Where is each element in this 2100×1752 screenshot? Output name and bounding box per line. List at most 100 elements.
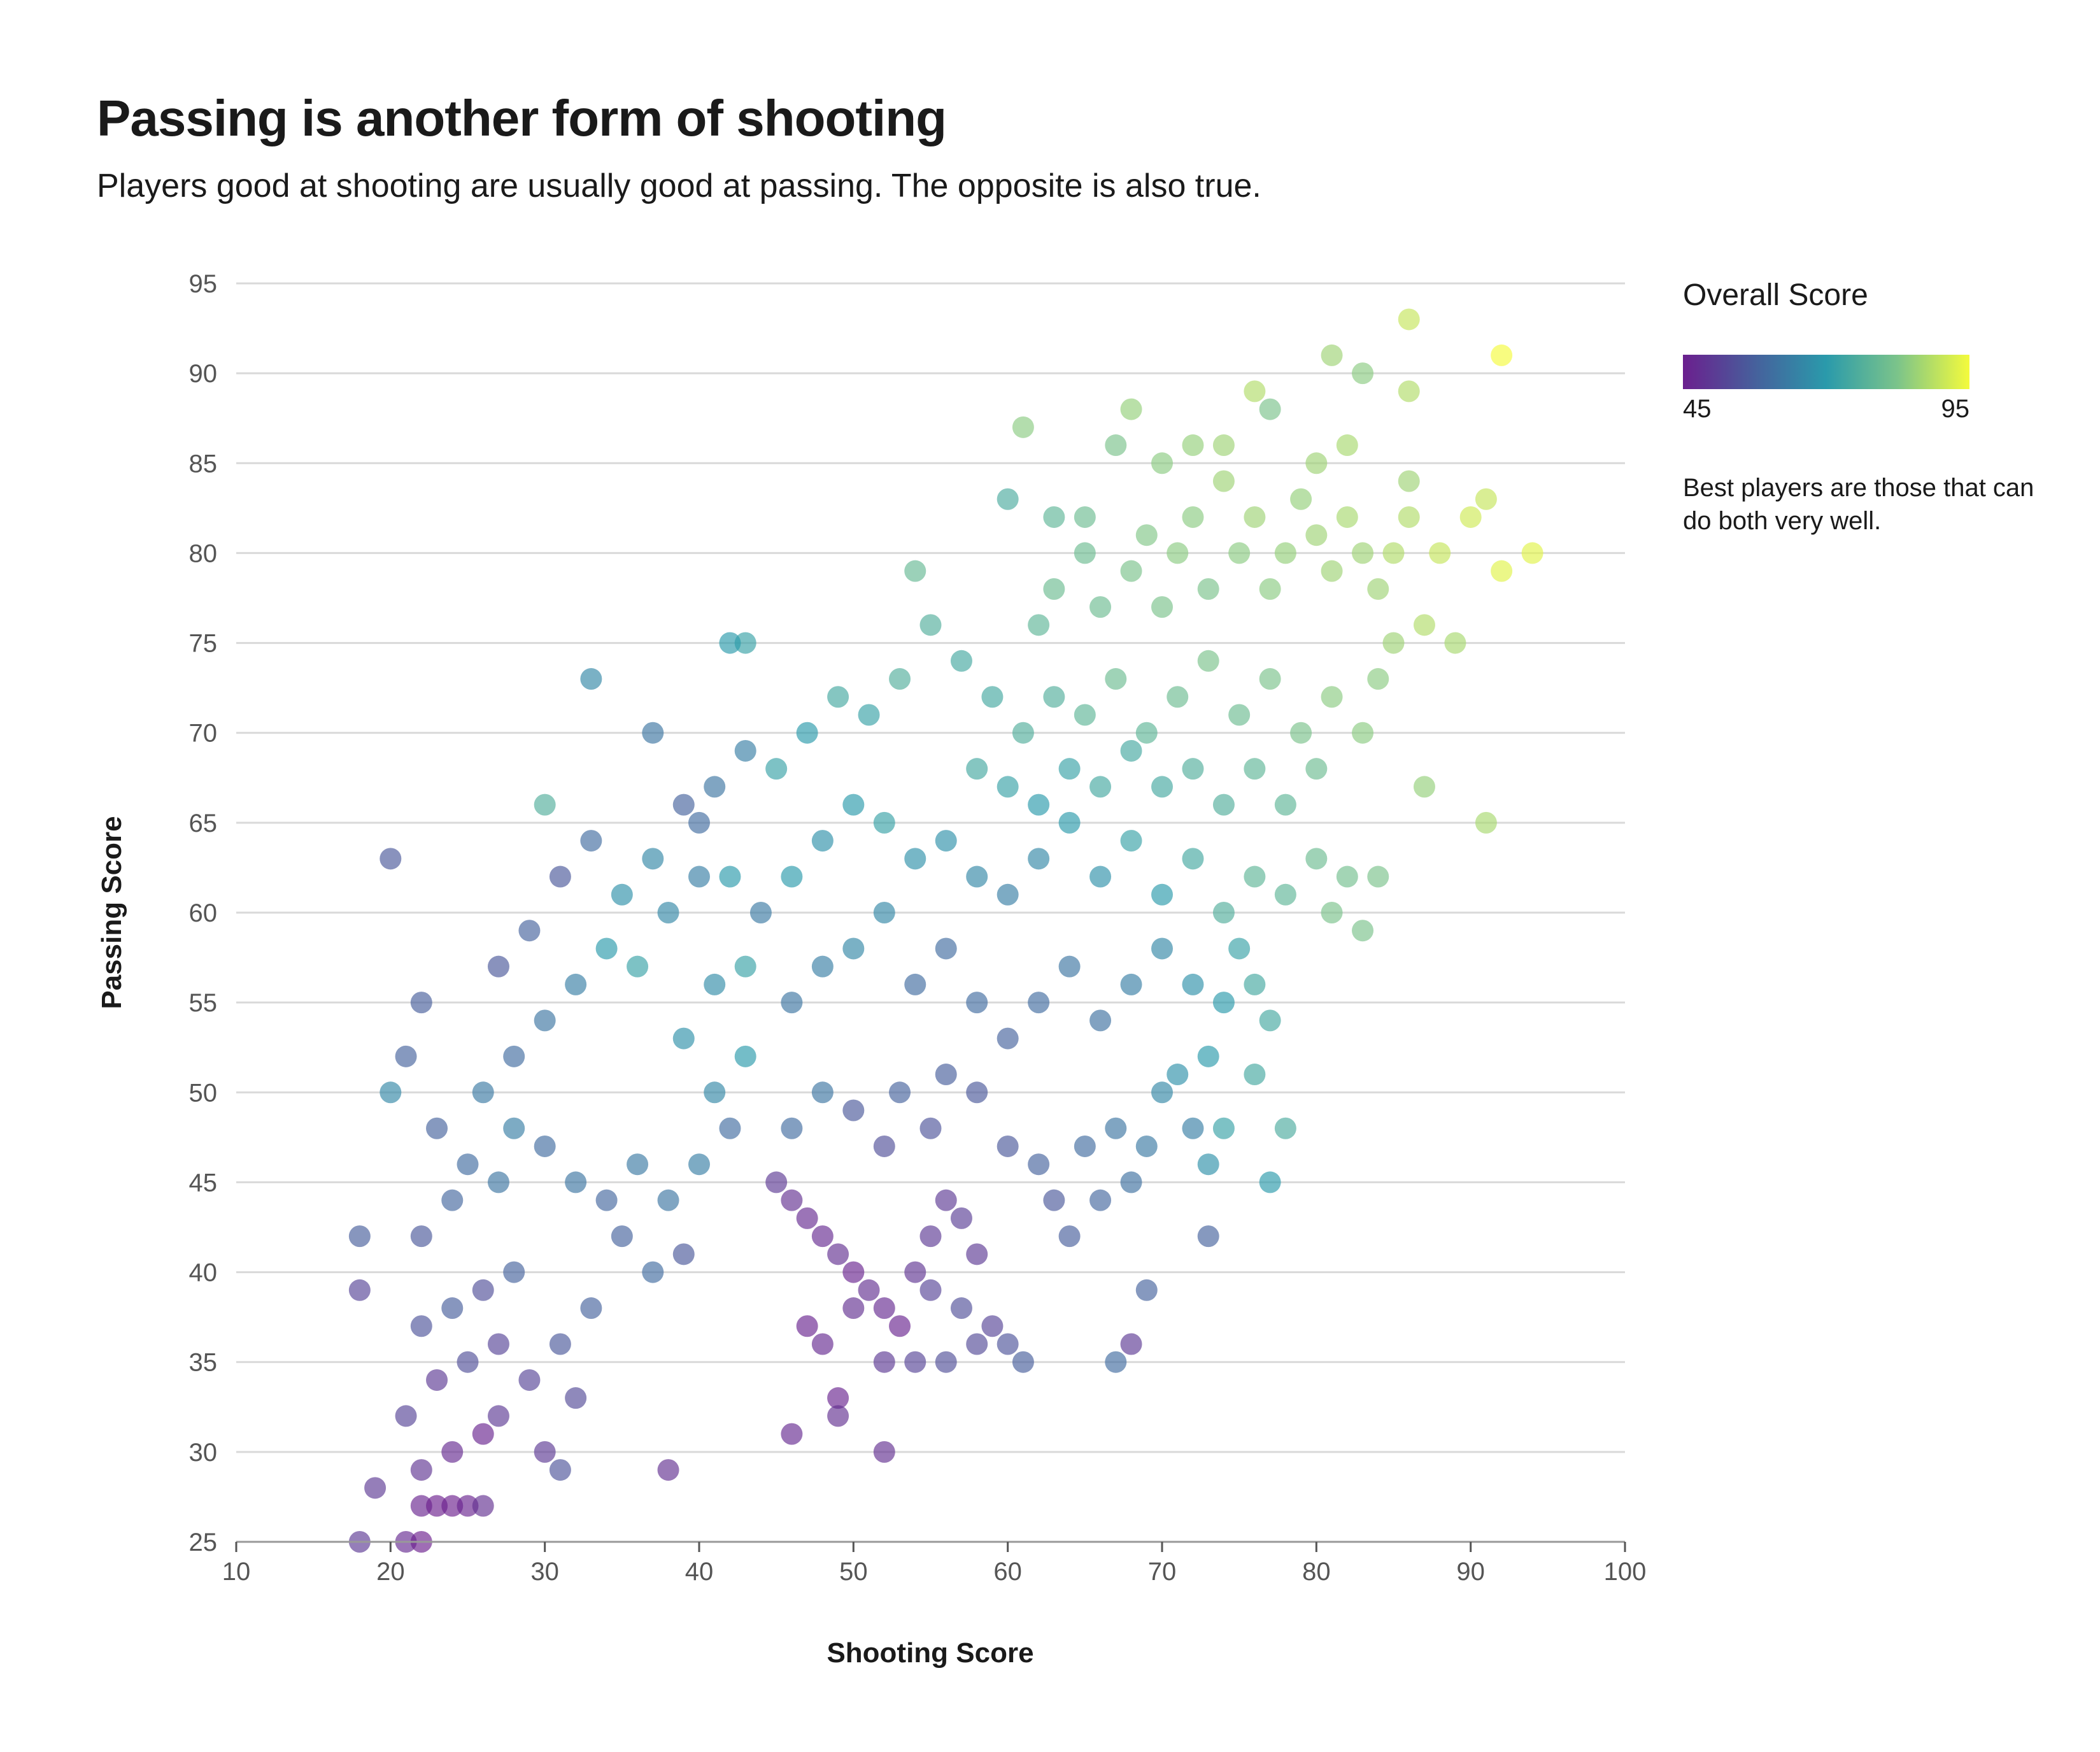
data-point (1212, 1117, 1235, 1139)
data-point (734, 632, 756, 654)
data-point (827, 686, 849, 708)
data-point (966, 865, 988, 888)
data-point (1398, 308, 1420, 331)
data-point (1182, 758, 1204, 780)
data-point (657, 1189, 679, 1211)
data-point (966, 1081, 988, 1104)
data-point (719, 865, 741, 888)
data-point (811, 955, 834, 978)
data-point (1228, 542, 1251, 564)
data-point (935, 937, 957, 960)
data-point (966, 758, 988, 780)
y-tick-label: 30 (189, 1439, 218, 1467)
data-point (1182, 434, 1204, 457)
data-point (842, 1297, 865, 1320)
data-point (595, 937, 618, 960)
data-point (1228, 937, 1251, 960)
data-point (657, 902, 679, 923)
data-point (950, 1207, 972, 1229)
data-point (1321, 344, 1343, 366)
data-point (1089, 596, 1112, 618)
data-point (534, 1009, 556, 1032)
data-point (1167, 542, 1189, 564)
data-point (549, 865, 571, 888)
data-point (1244, 865, 1266, 888)
data-point (1413, 776, 1435, 798)
data-point (1197, 578, 1219, 600)
colorbar-max-label: 95 (1941, 395, 1970, 423)
data-point (627, 1153, 649, 1176)
data-points (348, 308, 1543, 1553)
data-point (1074, 542, 1096, 564)
data-point (997, 488, 1019, 510)
data-point (487, 1405, 509, 1427)
data-point (487, 955, 509, 978)
data-point (1444, 632, 1466, 654)
x-tick-label: 70 (1148, 1558, 1177, 1586)
data-point (904, 1351, 926, 1373)
data-point (426, 1117, 448, 1139)
data-point (1105, 1117, 1127, 1139)
data-point (1305, 452, 1328, 474)
y-tick-label: 80 (189, 539, 218, 567)
data-point (1413, 614, 1435, 636)
data-point (1197, 1153, 1219, 1176)
data-point (565, 1387, 587, 1409)
y-tick-label: 35 (189, 1349, 218, 1377)
data-point (657, 1459, 679, 1481)
data-point (410, 1225, 432, 1248)
data-point (1274, 542, 1296, 564)
data-point (1305, 524, 1328, 546)
x-tick-label: 20 (376, 1558, 405, 1586)
data-point (1012, 1351, 1034, 1373)
data-point (457, 1153, 479, 1176)
data-point (734, 739, 756, 762)
data-point (1274, 883, 1296, 906)
data-point (1151, 596, 1173, 618)
data-point (734, 955, 756, 978)
data-point (1058, 1225, 1081, 1248)
data-point (919, 1225, 942, 1248)
data-point (1182, 973, 1204, 995)
y-tick-label: 65 (189, 809, 218, 837)
data-point (380, 1081, 402, 1104)
data-point (688, 811, 710, 834)
data-point (1212, 902, 1235, 923)
data-point (1058, 955, 1081, 978)
data-point (796, 1207, 818, 1229)
y-tick-label: 90 (189, 360, 218, 388)
data-point (842, 1261, 865, 1283)
data-point (1459, 506, 1482, 528)
data-point (1028, 992, 1050, 1014)
data-point (487, 1171, 509, 1193)
data-point (781, 992, 803, 1014)
data-point (827, 1243, 849, 1265)
data-point (534, 1135, 556, 1157)
data-point (873, 1297, 895, 1320)
data-point (1135, 524, 1158, 546)
data-point (1352, 920, 1374, 942)
data-point (518, 920, 541, 942)
data-point (441, 1297, 464, 1320)
data-point (1398, 470, 1420, 492)
data-point (688, 1153, 710, 1176)
data-point (1028, 614, 1050, 636)
data-point (395, 1405, 417, 1427)
data-point (1521, 542, 1543, 564)
data-point (1382, 632, 1405, 654)
data-point (1259, 578, 1281, 600)
data-point (1074, 1135, 1096, 1157)
data-point (1367, 668, 1389, 690)
data-point (672, 794, 695, 816)
data-point (395, 1045, 417, 1067)
data-point (627, 955, 649, 978)
data-point (873, 1441, 895, 1463)
x-tick-label: 90 (1456, 1558, 1485, 1586)
data-point (997, 1135, 1019, 1157)
data-point (1367, 865, 1389, 888)
data-point (935, 830, 957, 852)
data-point (503, 1045, 525, 1067)
legend-note: Best players are those that can do both … (1683, 474, 2034, 535)
data-point (873, 1135, 895, 1157)
data-point (1135, 1135, 1158, 1157)
